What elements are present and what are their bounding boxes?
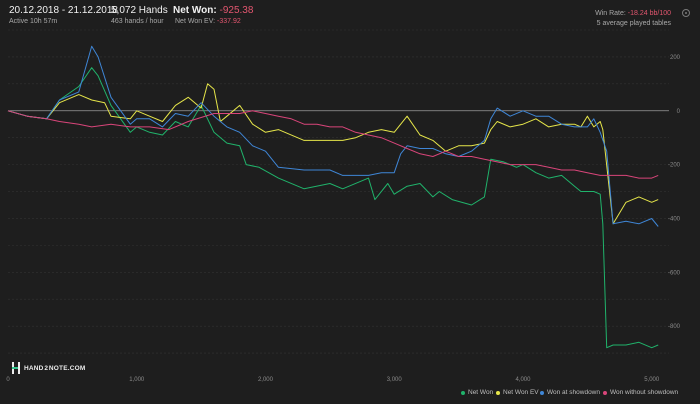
y-tick-label: -200 [668, 163, 681, 169]
series-line-net-won-ev [7, 83, 659, 225]
win-rate: Win Rate: -18.24 bb/100 [595, 10, 671, 17]
x-tick-label: 4,000 [515, 377, 531, 383]
y-tick-labels: 200 0 -200 -400 -600 -800 [668, 55, 681, 330]
legend-won-without-showdown[interactable]: Won without showdown [603, 389, 678, 396]
grid-lines [8, 29, 669, 354]
series-line-won-without-showdown [7, 110, 659, 179]
net-won-value: -925.38 [219, 5, 254, 16]
average-tables: 5 average played tables [596, 20, 671, 27]
legend-won-at-showdown[interactable]: Won at showdown [540, 389, 600, 396]
logo-text: HAND 2 NOTE.COM [24, 364, 86, 372]
legend-won-without-showdown-dot [603, 390, 607, 395]
legend-net-won-ev[interactable]: Net Won EV [496, 389, 539, 396]
legend-net-won-ev-label: Net Won EV [503, 389, 539, 396]
net-won-ev-label: Net Won EV: [175, 18, 216, 25]
logo-h-icon [12, 362, 20, 374]
y-tick-label: -400 [668, 216, 681, 222]
settings-gear-icon[interactable] [682, 9, 690, 17]
hands-per-hour: 463 hands / hour [111, 18, 164, 25]
win-rate-value: -18.24 bb/100 [627, 10, 671, 17]
net-won-label: Net Won: [173, 5, 217, 16]
hands-count: 5,072 Hands [111, 5, 168, 16]
x-tick-labels: 0 1,000 2,000 3,000 4,000 5,000 [6, 377, 660, 383]
net-won-ev: Net Won EV: -337.92 [175, 18, 241, 25]
x-tick-label: 0 [6, 377, 10, 383]
legend-won-at-showdown-dot [540, 390, 544, 395]
win-rate-label: Win Rate: [595, 10, 626, 17]
legend-net-won[interactable]: Net Won [461, 389, 493, 396]
net-won: Net Won: -925.38 [173, 5, 253, 16]
y-tick-label: 200 [670, 55, 681, 61]
y-tick-label: -800 [668, 324, 681, 330]
hand2note-logo: HAND 2 NOTE.COM [12, 362, 86, 374]
net-won-ev-value: -337.92 [217, 18, 241, 25]
x-tick-label: 1,000 [129, 377, 145, 383]
x-tick-label: 5,000 [644, 377, 660, 383]
series-line-net-won [7, 67, 659, 349]
y-tick-label: 0 [677, 109, 681, 115]
legend-won-without-showdown-label: Won without showdown [610, 389, 679, 396]
legend-net-won-dot [461, 390, 465, 395]
series-lines [7, 45, 659, 349]
date-range: 20.12.2018 - 21.12.2018 [9, 5, 118, 16]
y-tick-label: -600 [668, 270, 681, 276]
series-line-won-at-showdown [7, 45, 659, 227]
legend-net-won-label: Net Won [468, 389, 494, 396]
x-tick-label: 2,000 [258, 377, 274, 383]
legend-won-at-showdown-label: Won at showdown [547, 389, 600, 396]
legend-net-won-ev-dot [496, 390, 500, 395]
x-tick-label: 3,000 [387, 377, 403, 383]
active-time: Active 10h 57m [9, 18, 58, 25]
